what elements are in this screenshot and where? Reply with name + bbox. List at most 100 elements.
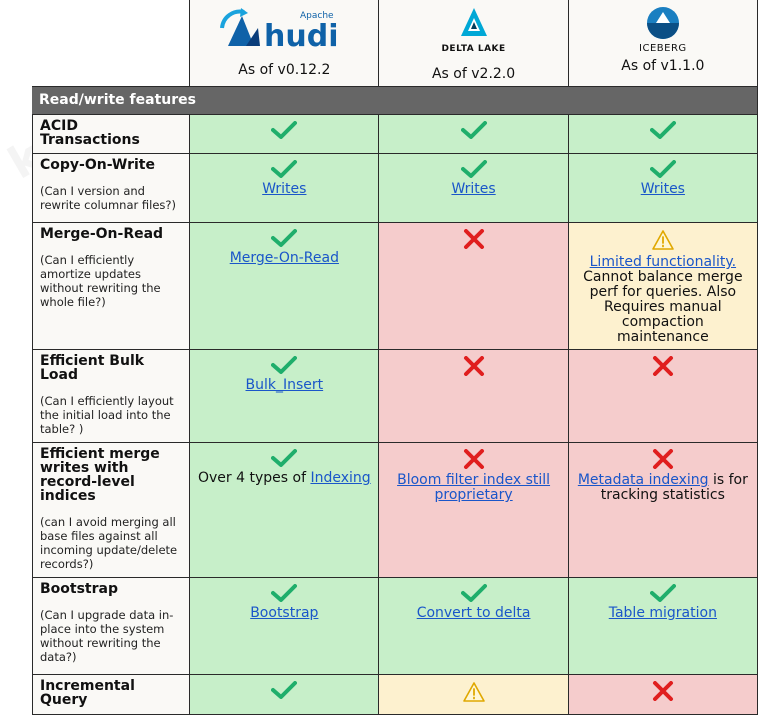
feature-cell: Efficient merge writes with record-level… [31, 442, 191, 578]
cell-content: Bloom filter index still proprietary [385, 473, 561, 503]
feature-subtitle: (Can I version and rewrite columnar file… [40, 184, 176, 212]
status-cell: Convert to delta [378, 577, 569, 675]
feature-cell: Efficient Bulk Load (Can I efficiently la… [31, 349, 191, 443]
feature-row: Bootstrap (Can I upgrade data in-place in… [31, 577, 759, 675]
doc-link[interactable]: Bloom filter index still proprietary [397, 472, 551, 503]
feature-subtitle: (Can I efficiently layout the initial lo… [40, 394, 174, 436]
cell-content: Limited functionality. Cannot balance mer… [575, 255, 751, 345]
status-cell: Over 4 types of Indexing [189, 442, 380, 578]
header-row: hudi Apache As of v0.12.2 DELTA LAKE As … [32, 0, 759, 87]
cell-content: Convert to delta [385, 606, 561, 621]
cell-text: Over 4 types of [198, 470, 311, 486]
doc-link[interactable]: Writes [640, 181, 685, 197]
warning-icon [652, 230, 674, 250]
status-cell [189, 114, 380, 154]
feature-row: Efficient merge writes with record-level… [31, 442, 759, 578]
feature-cell: Merge-On-Read (Can I efficiently amortize… [31, 222, 191, 350]
status-cell: Table migration [567, 577, 759, 675]
feature-rows: ACID Transactions Copy-On-Write (Can I ver… [31, 114, 759, 715]
delta-triangle-icon [460, 8, 487, 36]
delta-header: DELTA LAKE As of v2.2.0 [378, 0, 569, 87]
doc-link[interactable]: Limited functionality. [589, 254, 737, 270]
feature-cell: Incremental Query [31, 674, 191, 715]
hudi-brand: Apache [300, 11, 334, 21]
status-cell: Bootstrap [189, 577, 380, 675]
status-cell [567, 349, 759, 443]
check-icon [649, 160, 676, 178]
check-icon [649, 584, 676, 602]
feature-cell: Copy-On-Write (Can I version and rewrite … [31, 153, 191, 223]
status-cell [378, 222, 569, 350]
status-cell: Writes [567, 153, 759, 223]
status-cell [378, 674, 569, 715]
section-title: Read/write features [32, 86, 758, 115]
status-cell [189, 674, 380, 715]
feature-title: Copy-On-Write [40, 157, 155, 173]
hudi-logo-icon: hudi Apache [220, 8, 339, 54]
cell-content: Writes [385, 182, 561, 197]
status-cell: Merge-On-Read [189, 222, 380, 350]
check-icon [649, 121, 676, 139]
hudi-logo: hudi Apache [190, 0, 378, 60]
delta-version: As of v2.2.0 [431, 66, 516, 82]
feature-row: Copy-On-Write (Can I version and rewrite … [31, 153, 759, 223]
feature-row: Efficient Bulk Load (Can I efficiently la… [31, 349, 759, 443]
status-cell [567, 114, 759, 154]
warning-icon [462, 682, 485, 702]
check-icon [460, 121, 487, 139]
cross-icon [463, 449, 484, 469]
feature-row: Incremental Query [31, 674, 759, 715]
feature-subtitle: (can I avoid merging all base files agai… [40, 515, 178, 571]
doc-link[interactable]: Bootstrap [250, 605, 319, 621]
feature-row: Merge-On-Read (Can I efficiently amortize… [31, 222, 759, 350]
status-cell: Metadata indexing is for tracking statis… [567, 442, 759, 578]
doc-link[interactable]: Table migration [608, 605, 717, 621]
doc-link[interactable]: Indexing [310, 470, 371, 486]
doc-link[interactable]: Bulk_Insert [245, 377, 324, 393]
iceberg-circle-icon [646, 6, 679, 39]
status-cell: Bulk_Insert [189, 349, 380, 443]
status-cell: Limited functionality. Cannot balance mer… [567, 222, 759, 350]
cell-text: is for tracking statistics [600, 472, 748, 503]
feature-cell: Bootstrap (Can I upgrade data in-place in… [31, 577, 191, 675]
iceberg-header: ICEBERG As of v1.1.0 [567, 0, 759, 87]
feature-title: ACID Transactions [40, 118, 140, 148]
feature-title: Bootstrap [40, 581, 118, 597]
check-icon [460, 160, 487, 178]
doc-link[interactable]: Merge-On-Read [229, 250, 339, 266]
iceberg-version: As of v1.1.0 [621, 58, 705, 74]
doc-link[interactable]: Metadata indexing [577, 472, 709, 488]
hudi-name: hudi [264, 19, 338, 54]
header-corner [32, 0, 191, 87]
cross-icon [652, 449, 673, 469]
check-icon [271, 160, 298, 178]
status-cell: Writes [378, 153, 569, 223]
cross-icon [463, 356, 484, 376]
check-icon [271, 449, 298, 467]
cross-icon [652, 681, 673, 701]
cell-content: Bulk_Insert [196, 378, 372, 393]
delta-logo: DELTA LAKE [379, 0, 567, 60]
feature-cell: ACID Transactions [31, 114, 191, 154]
check-icon [271, 584, 298, 602]
feature-title: Efficient Bulk Load [40, 353, 145, 383]
feature-subtitle: (Can I efficiently amortize updates with… [40, 253, 161, 309]
status-cell: Writes [189, 153, 380, 223]
check-icon [271, 229, 298, 247]
cell-content: Writes [575, 182, 751, 197]
cell-content: Merge-On-Read [196, 251, 372, 266]
doc-link[interactable]: Writes [451, 181, 496, 197]
cell-content: Metadata indexing is for tracking statis… [575, 473, 751, 503]
cross-icon [652, 356, 673, 376]
feature-title: Efficient merge writes with record-level… [40, 446, 160, 504]
delta-name: DELTA LAKE [441, 44, 506, 54]
cell-content: Bootstrap [196, 606, 372, 621]
status-cell [567, 674, 759, 715]
cell-note: Cannot balance merge perf for queries. A… [583, 269, 743, 345]
cell-content: Over 4 types of Indexing [196, 471, 372, 486]
status-cell [378, 114, 569, 154]
doc-link[interactable]: Convert to delta [416, 605, 531, 621]
hudi-version: As of v0.12.2 [238, 62, 331, 78]
doc-link[interactable]: Writes [262, 181, 307, 197]
check-icon [271, 356, 298, 374]
